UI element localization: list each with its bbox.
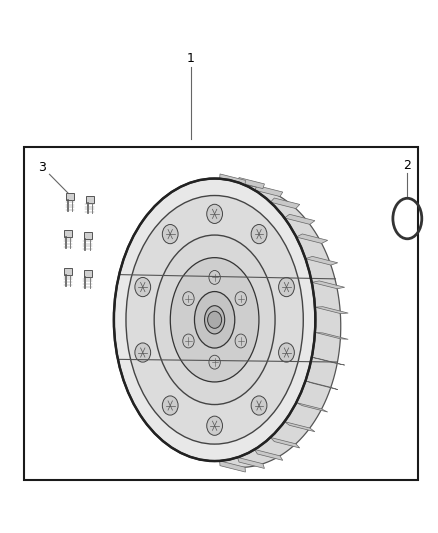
- Polygon shape: [215, 179, 341, 467]
- Circle shape: [207, 204, 223, 223]
- Bar: [64, 230, 72, 237]
- Circle shape: [209, 271, 220, 285]
- Polygon shape: [284, 214, 315, 224]
- Bar: [84, 270, 92, 277]
- Ellipse shape: [170, 257, 259, 382]
- Circle shape: [279, 278, 294, 297]
- Ellipse shape: [154, 235, 275, 405]
- Text: 2: 2: [403, 159, 411, 172]
- Polygon shape: [254, 185, 283, 197]
- Polygon shape: [270, 198, 300, 208]
- Circle shape: [235, 292, 247, 305]
- Polygon shape: [237, 457, 265, 469]
- Bar: [86, 196, 94, 203]
- Polygon shape: [296, 234, 328, 244]
- Circle shape: [279, 343, 294, 362]
- Circle shape: [135, 343, 151, 362]
- Ellipse shape: [126, 196, 303, 444]
- Text: 3: 3: [38, 161, 46, 174]
- Polygon shape: [312, 281, 345, 289]
- Circle shape: [251, 224, 267, 244]
- Bar: [66, 193, 74, 200]
- Circle shape: [235, 334, 247, 348]
- Circle shape: [135, 278, 151, 297]
- Bar: [64, 268, 72, 275]
- Circle shape: [209, 355, 220, 369]
- Text: 1: 1: [187, 52, 194, 65]
- Polygon shape: [219, 174, 245, 185]
- Polygon shape: [305, 381, 338, 390]
- Circle shape: [207, 416, 223, 435]
- Circle shape: [183, 292, 194, 305]
- Polygon shape: [296, 402, 328, 412]
- Ellipse shape: [205, 305, 225, 334]
- Polygon shape: [305, 256, 338, 265]
- Polygon shape: [312, 357, 345, 365]
- Polygon shape: [284, 422, 315, 432]
- Polygon shape: [315, 306, 348, 313]
- Polygon shape: [315, 333, 348, 340]
- Bar: [84, 232, 92, 239]
- Polygon shape: [254, 449, 283, 461]
- Ellipse shape: [114, 179, 315, 461]
- Circle shape: [251, 396, 267, 415]
- Circle shape: [162, 224, 178, 244]
- Polygon shape: [237, 177, 265, 189]
- Bar: [24, 147, 418, 480]
- Polygon shape: [219, 461, 245, 472]
- Circle shape: [162, 396, 178, 415]
- Circle shape: [208, 311, 222, 328]
- Ellipse shape: [194, 292, 235, 348]
- Circle shape: [183, 334, 194, 348]
- Polygon shape: [270, 438, 300, 448]
